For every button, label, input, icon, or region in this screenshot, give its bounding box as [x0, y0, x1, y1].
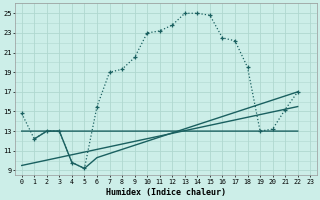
X-axis label: Humidex (Indice chaleur): Humidex (Indice chaleur) — [106, 188, 226, 197]
